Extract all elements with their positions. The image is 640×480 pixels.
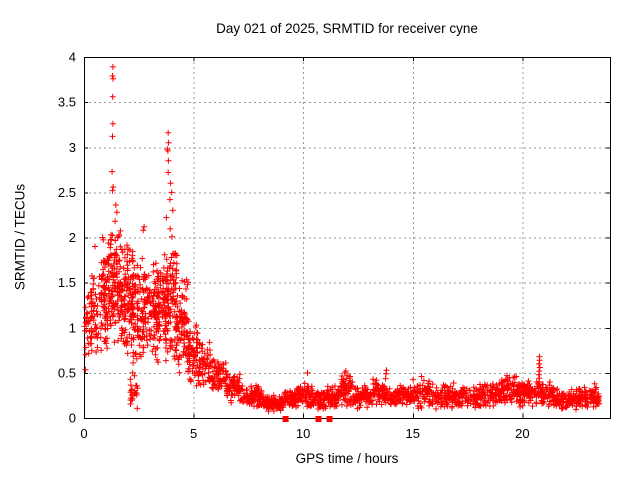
scatter-points bbox=[81, 63, 602, 422]
svg-text:4: 4 bbox=[69, 50, 76, 65]
svg-text:1: 1 bbox=[69, 320, 76, 335]
svg-text:3.5: 3.5 bbox=[58, 95, 76, 110]
axis-border bbox=[84, 57, 611, 419]
tick-labels: 0 5 10 15 20 0 0.5 1 1.5 2 2.5 3 3.5 4 bbox=[58, 50, 530, 442]
zero-value-marker bbox=[315, 416, 322, 422]
y-axis-label: SRMTID / TECUs bbox=[12, 183, 28, 291]
svg-text:3: 3 bbox=[69, 140, 76, 155]
svg-text:15: 15 bbox=[406, 426, 420, 441]
svg-text:20: 20 bbox=[515, 426, 529, 441]
svg-text:0.5: 0.5 bbox=[58, 365, 76, 380]
svg-text:0: 0 bbox=[80, 426, 87, 441]
svg-text:10: 10 bbox=[296, 426, 310, 441]
svg-text:0: 0 bbox=[69, 411, 76, 426]
chart-title: Day 021 of 2025, SRMTID for receiver cyn… bbox=[216, 21, 478, 36]
x-axis-label: GPS time / hours bbox=[295, 451, 399, 466]
svg-text:1.5: 1.5 bbox=[58, 275, 76, 290]
svg-text:5: 5 bbox=[190, 426, 197, 441]
svg-text:2: 2 bbox=[69, 230, 76, 245]
grid-lines bbox=[84, 57, 610, 418]
zero-value-marker bbox=[282, 416, 289, 422]
svg-text:2.5: 2.5 bbox=[58, 185, 76, 200]
zero-value-marker bbox=[326, 416, 333, 422]
